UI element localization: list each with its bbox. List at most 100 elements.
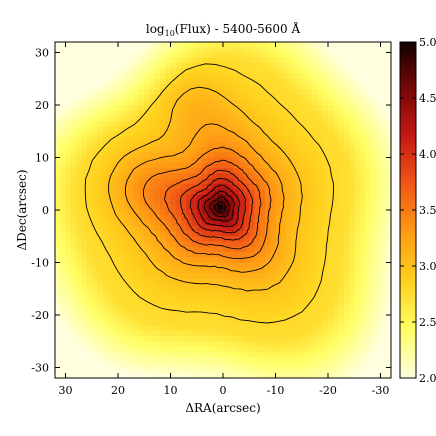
heatmap-cell	[259, 231, 266, 237]
heatmap-cell	[123, 73, 129, 80]
heatmap-cell	[223, 215, 229, 221]
heatmap-cell	[238, 294, 245, 300]
heatmap-cell	[265, 115, 271, 122]
heatmap-cell	[291, 262, 297, 269]
heatmap-cell	[91, 315, 98, 321]
heatmap-cell	[322, 341, 329, 347]
heatmap-cell	[128, 115, 135, 122]
heatmap-cell	[60, 273, 66, 279]
heatmap-cell	[170, 367, 177, 374]
heatmap-cell	[196, 42, 203, 48]
heatmap-cell	[280, 215, 287, 221]
heatmap-cell	[86, 372, 93, 378]
heatmap-cell	[333, 94, 339, 101]
heatmap-cell	[364, 336, 371, 342]
heatmap-cell	[207, 84, 213, 90]
heatmap-cell	[191, 225, 198, 232]
heatmap-cell	[144, 309, 150, 316]
heatmap-cell	[55, 252, 61, 258]
heatmap-cell	[296, 131, 303, 137]
heatmap-cell	[265, 225, 271, 232]
heatmap-cell	[60, 126, 66, 132]
heatmap-cell	[139, 299, 145, 305]
heatmap-cell	[354, 126, 360, 132]
heatmap-cell	[312, 141, 318, 148]
heatmap-cell	[186, 194, 192, 200]
heatmap-cell	[81, 336, 87, 342]
heatmap-cell	[217, 105, 224, 111]
heatmap-cell	[270, 199, 276, 206]
heatmap-cell	[202, 141, 208, 148]
heatmap-cell	[112, 372, 119, 378]
heatmap-cell	[91, 236, 98, 242]
heatmap-cell	[128, 241, 135, 248]
heatmap-cell	[349, 246, 355, 253]
heatmap-cell	[223, 225, 229, 232]
heatmap-cell	[86, 105, 93, 111]
heatmap-cell	[91, 304, 98, 311]
heatmap-cell	[97, 330, 103, 337]
heatmap-cell	[207, 120, 213, 127]
heatmap-cell	[70, 105, 77, 111]
heatmap-cell	[238, 299, 245, 305]
heatmap-cell	[291, 189, 297, 195]
heatmap-cell	[97, 126, 103, 132]
heatmap-cell	[175, 325, 182, 332]
heatmap-cell	[102, 231, 108, 237]
heatmap-cell	[296, 52, 303, 59]
heatmap-cell	[97, 262, 103, 269]
heatmap-cell	[186, 325, 192, 332]
heatmap-cell	[275, 204, 282, 211]
heatmap-cell	[275, 73, 282, 80]
heatmap-cell	[301, 325, 308, 332]
heatmap-cell	[133, 73, 140, 80]
heatmap-cell	[380, 325, 387, 332]
heatmap-cell	[139, 84, 145, 90]
heatmap-cell	[338, 63, 345, 69]
heatmap-cell	[307, 68, 313, 74]
heatmap-cell	[364, 152, 371, 158]
heatmap-cell	[238, 47, 245, 53]
heatmap-cell	[375, 315, 381, 321]
heatmap-cell	[181, 372, 187, 378]
heatmap-cell	[175, 120, 182, 127]
heatmap-cell	[65, 304, 72, 311]
heatmap-cell	[233, 105, 240, 111]
heatmap-cell	[186, 168, 192, 174]
heatmap-cell	[170, 78, 177, 85]
heatmap-cell	[265, 246, 271, 253]
heatmap-cell	[160, 84, 166, 90]
heatmap-cell	[375, 220, 381, 227]
heatmap-cell	[270, 189, 276, 195]
heatmap-cell	[349, 162, 355, 169]
heatmap-cell	[55, 294, 61, 300]
heatmap-cell	[328, 252, 334, 258]
heatmap-cell	[217, 278, 224, 284]
heatmap-cell	[280, 236, 287, 242]
heatmap-cell	[76, 141, 82, 148]
heatmap-cell	[212, 89, 219, 95]
heatmap-cell	[317, 330, 324, 337]
heatmap-cell	[91, 246, 98, 253]
heatmap-cell	[296, 73, 303, 80]
heatmap-cell	[291, 168, 297, 174]
heatmap-cell	[154, 105, 161, 111]
heatmap-cell	[333, 257, 339, 263]
heatmap-cell	[133, 89, 140, 95]
heatmap-cell	[307, 362, 313, 368]
heatmap-cell	[370, 94, 376, 101]
heatmap-cell	[102, 288, 108, 295]
heatmap-cell	[154, 246, 161, 253]
heatmap-cell	[301, 136, 308, 143]
heatmap-cell	[280, 147, 287, 153]
heatmap-cell	[317, 126, 324, 132]
heatmap-cell	[380, 299, 387, 305]
heatmap-cell	[317, 336, 324, 342]
heatmap-cell	[107, 68, 114, 74]
heatmap-cell	[244, 131, 250, 137]
heatmap-cell	[175, 199, 182, 206]
heatmap-cell	[291, 231, 297, 237]
heatmap-cell	[301, 89, 308, 95]
heatmap-cell	[55, 99, 61, 106]
heatmap-cell	[196, 320, 203, 326]
